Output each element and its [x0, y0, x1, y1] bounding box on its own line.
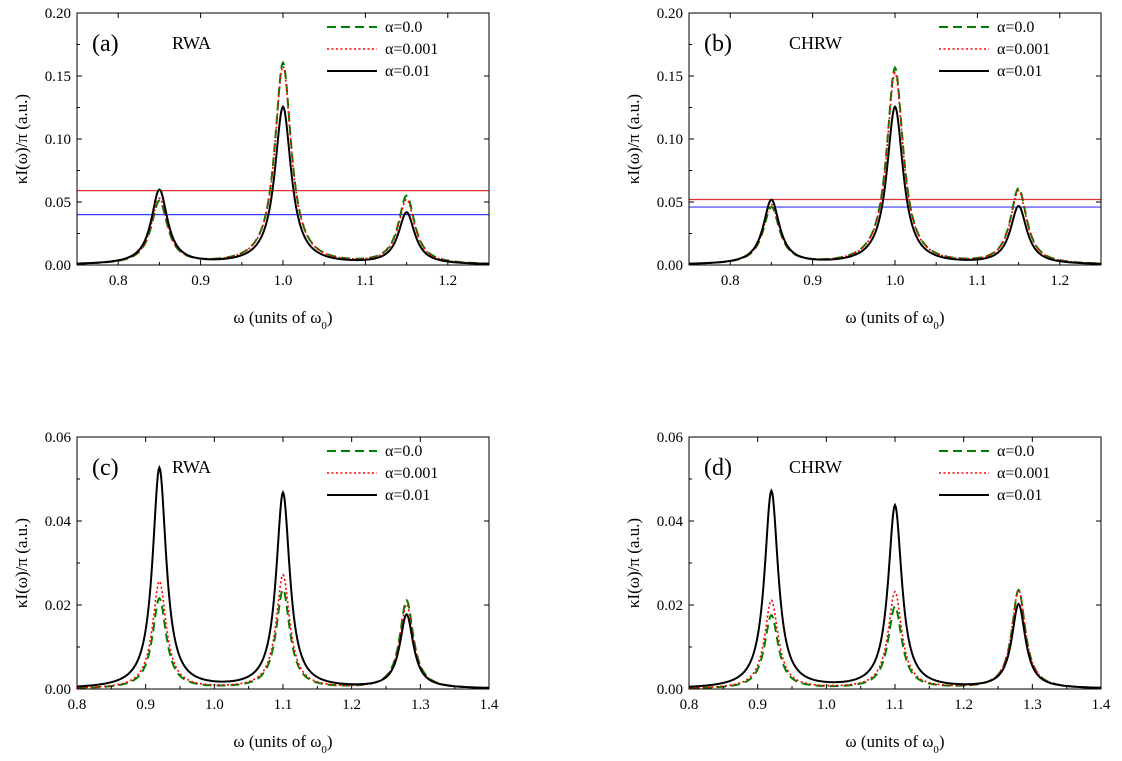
- x-tick-label: 0.9: [803, 273, 822, 289]
- y-tick-label: 0.10: [45, 132, 71, 148]
- x-tick-label: 1.2: [954, 697, 973, 713]
- model-label: CHRW: [789, 457, 842, 477]
- series-line-solid: [689, 488, 1101, 689]
- x-tick-label: 1.0: [886, 273, 905, 289]
- panel-label: (b): [704, 31, 732, 57]
- x-tick-label: 0.9: [748, 697, 767, 713]
- y-tick-label: 0.00: [45, 682, 71, 698]
- x-axis-label-main: ω (units of ω: [845, 732, 933, 751]
- legend-label: α=0.01: [997, 63, 1042, 80]
- x-axis-label: ω (units of ω0): [233, 732, 332, 756]
- x-axis-label-close: ): [939, 732, 945, 751]
- x-axis-label-subscript: 0: [933, 320, 939, 332]
- panel-label: (c): [92, 455, 119, 481]
- x-tick-label: 0.8: [109, 273, 128, 289]
- x-axis-label: ω (units of ω0): [845, 732, 944, 756]
- chart-panel-c: 0.8 0.9 1.0 1.1 1.2 1.3 1.4 0.00 0.02 0.04 0.06 κI(…: [12, 430, 499, 756]
- series-line-solid: [77, 464, 489, 689]
- panel-label: (d): [704, 455, 732, 481]
- x-axis-label-main: ω (units of ω: [845, 308, 933, 327]
- x-tick-label: 1.0: [817, 697, 836, 713]
- legend-label: α=0.001: [385, 465, 438, 482]
- x-tick-label: 1.2: [1050, 273, 1069, 289]
- y-tick-label: 0.00: [657, 258, 683, 274]
- legend-label: α=0.01: [385, 487, 430, 504]
- series-line-dashed: [77, 587, 489, 689]
- y-tick-label: 0.20: [45, 6, 71, 22]
- y-axis-label: κI(ω)/π (a.u.): [624, 94, 643, 184]
- series-line-dotted: [689, 588, 1101, 689]
- x-tick-label: 1.0: [205, 697, 224, 713]
- x-tick-label: 1.1: [968, 273, 987, 289]
- model-label: RWA: [172, 457, 211, 477]
- y-axis-label: κI(ω)/π (a.u.): [624, 518, 643, 608]
- x-tick-label: 1.1: [274, 697, 293, 713]
- chart-panel-b: 0.8 0.9 1.0 1.1 1.2 0.00 0.05 0.10 0.15 0.20 κI(ω)…: [624, 6, 1102, 332]
- model-label: CHRW: [789, 33, 842, 53]
- y-tick-label: 0.10: [657, 132, 683, 148]
- legend-label: α=0.0: [385, 443, 422, 460]
- y-tick-label: 0.00: [657, 682, 683, 698]
- y-tick-label: 0.05: [45, 195, 71, 211]
- x-tick-label: 0.9: [191, 273, 210, 289]
- y-tick-label: 0.02: [45, 598, 71, 614]
- x-axis-label-close: ): [939, 308, 945, 327]
- x-axis-label-close: ): [327, 308, 333, 327]
- y-tick-label: 0.15: [657, 69, 683, 85]
- x-axis-label-subscript: 0: [321, 320, 327, 332]
- x-tick-label: 1.1: [356, 273, 375, 289]
- chart-panel-d: 0.8 0.9 1.0 1.1 1.2 1.3 1.4 0.00 0.02 0.04 0.06 κI(…: [624, 430, 1111, 756]
- chart-panel-a: 0.8 0.9 1.0 1.1 1.2 0.00 0.05 0.10 0.15 0.20 κI(ω)…: [12, 6, 490, 332]
- x-axis-label-close: ): [327, 732, 333, 751]
- x-tick-label: 1.0: [274, 273, 293, 289]
- x-axis-label: ω (units of ω0): [233, 308, 332, 332]
- series-line-dashed: [689, 65, 1101, 265]
- x-axis-label-subscript: 0: [933, 744, 939, 756]
- x-tick-label: 1.2: [438, 273, 457, 289]
- x-tick-label: 1.4: [480, 697, 499, 713]
- x-tick-label: 1.4: [1092, 697, 1111, 713]
- series-line-dotted: [77, 64, 489, 265]
- y-tick-label: 0.06: [45, 430, 72, 446]
- y-tick-label: 0.06: [657, 430, 684, 446]
- y-tick-label: 0.04: [45, 514, 72, 530]
- legend-label: α=0.001: [997, 465, 1050, 482]
- series-line-dotted: [77, 573, 489, 689]
- legend-label: α=0.001: [385, 41, 438, 58]
- y-tick-label: 0.05: [657, 195, 683, 211]
- x-tick-label: 1.2: [342, 697, 361, 713]
- series-line-solid: [689, 105, 1101, 265]
- y-axis-label: κI(ω)/π (a.u.): [12, 94, 31, 184]
- y-tick-label: 0.04: [657, 514, 684, 530]
- x-axis-label-main: ω (units of ω: [233, 732, 321, 751]
- legend-label: α=0.01: [385, 63, 430, 80]
- x-tick-label: 1.3: [1023, 697, 1042, 713]
- x-tick-label: 0.8: [68, 697, 87, 713]
- x-axis-label: ω (units of ω0): [845, 308, 944, 332]
- x-tick-label: 0.9: [136, 697, 155, 713]
- y-tick-label: 0.20: [657, 6, 683, 22]
- model-label: RWA: [172, 33, 211, 53]
- panel-label: (a): [92, 31, 119, 57]
- series-line-solid: [77, 105, 489, 265]
- y-tick-label: 0.00: [45, 258, 71, 274]
- legend-label: α=0.0: [997, 19, 1034, 36]
- y-axis-label: κI(ω)/π (a.u.): [12, 518, 31, 608]
- legend-label: α=0.001: [997, 41, 1050, 58]
- legend-label: α=0.0: [997, 443, 1034, 460]
- series-line-dashed: [77, 60, 489, 265]
- legend-label: α=0.0: [385, 19, 422, 36]
- y-tick-label: 0.02: [657, 598, 683, 614]
- x-axis-label-subscript: 0: [321, 744, 327, 756]
- series-line-dashed: [689, 588, 1101, 689]
- x-tick-label: 0.8: [680, 697, 699, 713]
- x-tick-label: 0.8: [721, 273, 740, 289]
- x-tick-label: 1.1: [886, 697, 905, 713]
- x-axis-label-main: ω (units of ω: [233, 308, 321, 327]
- y-tick-label: 0.15: [45, 69, 71, 85]
- legend-label: α=0.01: [997, 487, 1042, 504]
- series-line-dotted: [689, 71, 1101, 265]
- x-tick-label: 1.3: [411, 697, 430, 713]
